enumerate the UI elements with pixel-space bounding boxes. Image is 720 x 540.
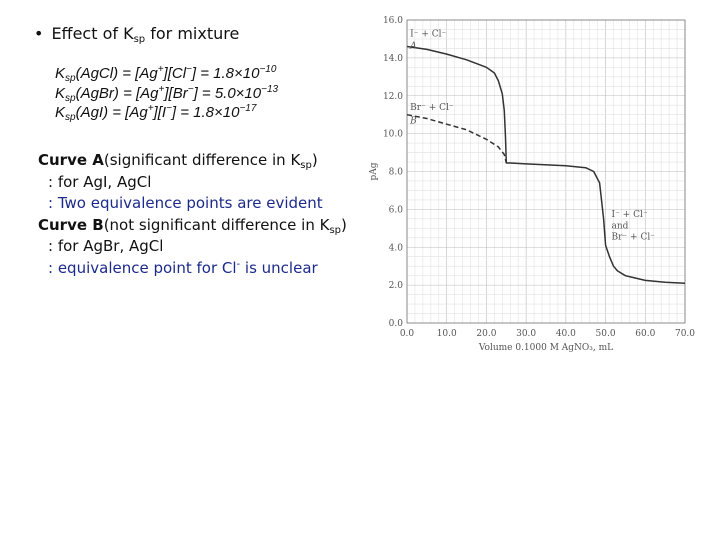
equation-rhs: ] = 1.8×10	[171, 104, 240, 121]
ksp-subscript: sp	[65, 112, 76, 123]
anion-charge: −	[186, 64, 192, 75]
annotation-a-letter: A	[409, 42, 417, 52]
annotation-tail-3: Br⁻ + Cl⁻	[612, 233, 656, 243]
y-tick-label: 14.0	[383, 54, 403, 64]
titration-chart-svg: 0.0 10.0 20.0 30.0 40.0 50.0 60.0 70.0 0.0 2.0 4.0…	[369, 16, 695, 353]
equation-lhs: (AgBr) = [Ag	[75, 84, 159, 102]
annotation-tail-1: I⁻ + Cl⁻	[612, 210, 648, 220]
ksp-subscript: sp	[65, 92, 76, 104]
x-tick-label: 50.0	[596, 329, 616, 339]
x-tick-label: 0.0	[400, 329, 415, 339]
curve-a-line2: : Two equivalence points are evident	[48, 194, 323, 212]
ksp-equations: Ksp(AgCl) = [Ag+][Cl−] = 1.8×10−10 Ksp(A…	[55, 64, 278, 123]
y-tick-label: 0.0	[389, 319, 404, 329]
equation-exponent: −10	[259, 64, 277, 75]
series-line-b	[406, 113, 508, 164]
y-tick-label: 12.0	[383, 92, 403, 102]
equation-agi: Ksp(AgI) = [Ag+][I−] = 1.8×10−17	[55, 103, 278, 123]
equation-agcl: Ksp(AgCl) = [Ag+][Cl−] = 1.8×10−10	[55, 64, 278, 84]
plot-frame	[406, 19, 686, 324]
x-tick-label: 10.0	[437, 329, 457, 339]
bullet-icon: •	[34, 24, 44, 43]
curve-b-end: )	[341, 215, 347, 234]
anion-charge: −	[187, 83, 194, 95]
heading-prefix: Effect of K	[51, 24, 134, 43]
equation-rhs: ] = 1.8×10	[191, 65, 260, 82]
x-tick-label: 70.0	[675, 329, 695, 339]
titration-chart: 0.0 10.0 20.0 30.0 40.0 50.0 60.0 70.0 0.0 2.0 4.0…	[366, 8, 696, 358]
heading-suffix: for mixture	[145, 24, 240, 43]
equation-exponent: −13	[261, 83, 279, 95]
x-tick-label: 60.0	[635, 329, 655, 339]
curve-notes: Curve A(significant difference in Ksp) :…	[38, 150, 347, 279]
curve-a-title: Curve A	[38, 151, 104, 169]
curve-b-sub: sp	[329, 224, 342, 236]
equation-mid: ][Cl	[163, 65, 187, 82]
y-tick-label: 6.0	[389, 205, 404, 215]
equation-exponent: −17	[239, 103, 257, 114]
equation-mid: ][Br	[164, 84, 188, 102]
curve-b-line2-a: : equivalence point for Cl	[48, 258, 237, 277]
equation-agbr: Ksp(AgBr) = [Ag+][Br−] = 5.0×10−13	[55, 83, 279, 104]
y-axis-label: pAg	[369, 162, 379, 180]
annotation-tail-2: and	[612, 221, 629, 231]
equation-lhs: (AgI) = [Ag	[75, 104, 148, 121]
cation-charge: +	[147, 103, 154, 114]
y-tick-label: 2.0	[389, 281, 404, 291]
cation-charge: +	[158, 83, 165, 95]
x-tick-label: 30.0	[516, 329, 536, 339]
ksp-symbol: K	[55, 65, 66, 82]
curve-a-end: )	[311, 151, 318, 169]
anion-charge: −	[166, 103, 172, 114]
curve-a-heading: Curve A(significant difference in Ksp)	[38, 150, 347, 172]
slide-heading: • Effect of Ksp for mixture	[34, 24, 240, 45]
series-line-tail	[604, 245, 686, 284]
heading-sub: sp	[133, 34, 146, 45]
curve-b-desc: (not significant difference in K	[103, 215, 330, 234]
curve-b-line2-b: is unclear	[240, 258, 318, 277]
curve-b-line2: : equivalence point for Cl- is unclear	[38, 258, 347, 280]
curve-b-title: Curve B	[38, 215, 104, 234]
ksp-subscript: sp	[65, 73, 76, 84]
equation-mid: ][I	[153, 104, 167, 121]
series-line-a	[406, 45, 607, 246]
ksp-symbol: K	[55, 104, 66, 121]
equation-rhs: ] = 5.0×10	[193, 84, 262, 102]
annotation-b-letter: B	[409, 116, 417, 126]
y-tick-label: 4.0	[389, 243, 404, 253]
curve-a-sub: sp	[300, 160, 312, 171]
x-tick-label: 20.0	[476, 329, 496, 339]
curve-b-heading: Curve B(not significant difference in Ks…	[38, 215, 347, 237]
curve-a-desc: (significant difference in K	[103, 151, 301, 169]
curve-a-line1: : for AgI, AgCl	[48, 172, 152, 191]
annotation-b-ions: Br⁻ + Cl⁻	[410, 103, 454, 113]
y-tick-label: 10.0	[383, 130, 403, 140]
curve-b-line1: : for AgBr, AgCl	[48, 237, 164, 255]
x-tick-label: 40.0	[556, 329, 576, 339]
ksp-symbol: K	[55, 84, 66, 102]
equation-lhs: (AgCl) = [Ag	[75, 65, 158, 82]
curve-b-line2-sup: -	[236, 258, 241, 270]
annotation-a-ions: I⁻ + Cl⁻	[410, 29, 446, 39]
cation-charge: +	[157, 64, 164, 75]
x-axis-label: Volume 0.1000 M AgNO₃, mL	[478, 343, 613, 353]
y-tick-label: 8.0	[389, 168, 404, 178]
y-tick-label: 16.0	[383, 16, 403, 26]
